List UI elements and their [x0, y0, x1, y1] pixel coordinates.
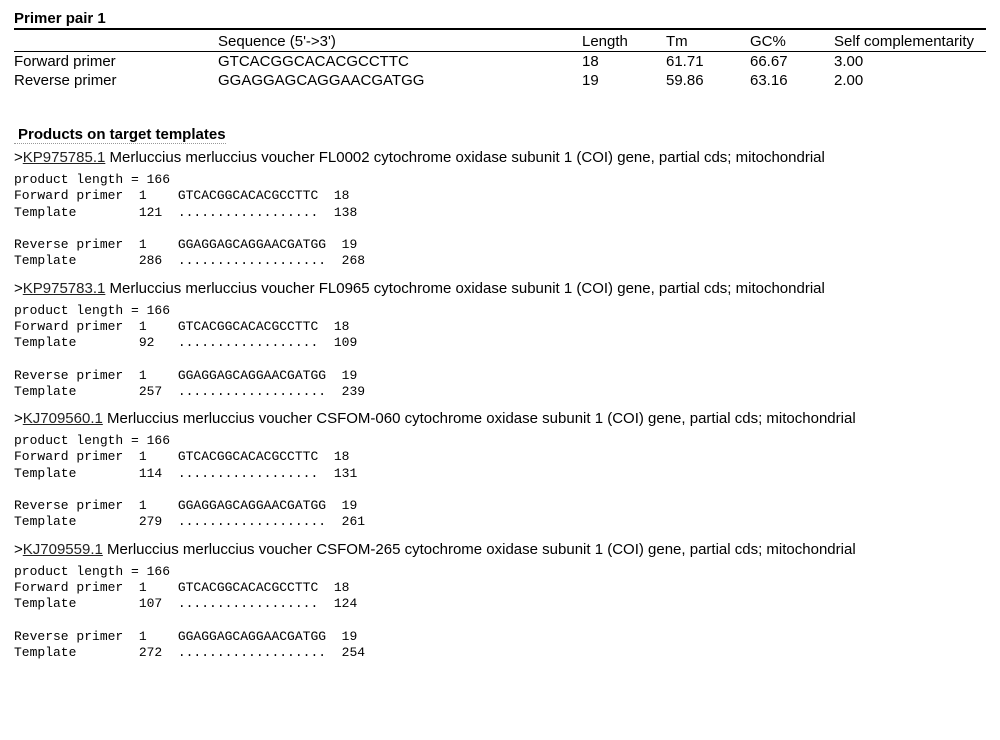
target-header: >KP975783.1 Merluccius merluccius vouche…	[14, 280, 986, 297]
accession-link[interactable]: KJ709559.1	[23, 541, 103, 558]
alignment-block: product length = 166 Forward primer 1 GT…	[14, 172, 986, 270]
forward-primer-len: 18	[582, 52, 666, 72]
alignment-block: product length = 166 Forward primer 1 GT…	[14, 303, 986, 401]
target-header: >KP975785.1 Merluccius merluccius vouche…	[14, 149, 986, 166]
reverse-primer-tm: 59.86	[666, 71, 750, 90]
reverse-primer-len: 19	[582, 71, 666, 90]
table-header-row: Sequence (5'->3') Length Tm GC% Self com…	[14, 32, 986, 52]
col-blank	[14, 32, 218, 52]
reverse-primer-label: Reverse primer	[14, 71, 218, 90]
alignment-block: product length = 166 Forward primer 1 GT…	[14, 564, 986, 662]
col-self: Self complementarity	[834, 32, 986, 52]
col-gc: GC%	[750, 32, 834, 52]
primer-table: Sequence (5'->3') Length Tm GC% Self com…	[14, 32, 986, 90]
target-description: Merluccius merluccius voucher CSFOM-265 …	[107, 541, 856, 558]
forward-primer-self: 3.00	[834, 52, 986, 72]
target-description: Merluccius merluccius voucher FL0002 cyt…	[110, 149, 825, 166]
target-header: >KJ709560.1 Merluccius merluccius vouche…	[14, 410, 986, 427]
col-tm: Tm	[666, 32, 750, 52]
forward-primer-seq: GTCACGGCACACGCCTTC	[218, 52, 582, 72]
reverse-primer-self: 2.00	[834, 71, 986, 90]
accession-link[interactable]: KP975785.1	[23, 149, 106, 166]
accession-link[interactable]: KJ709560.1	[23, 410, 103, 427]
forward-primer-gc: 66.67	[750, 52, 834, 72]
target-description: Merluccius merluccius voucher CSFOM-060 …	[107, 410, 856, 427]
targets-container: >KP975785.1 Merluccius merluccius vouche…	[14, 149, 986, 661]
accession-link[interactable]: KP975783.1	[23, 280, 106, 297]
target-header: >KJ709559.1 Merluccius merluccius vouche…	[14, 541, 986, 558]
reverse-primer-seq: GGAGGAGCAGGAACGATGG	[218, 71, 582, 90]
forward-primer-row: Forward primer GTCACGGCACACGCCTTC 18 61.…	[14, 52, 986, 72]
forward-primer-tm: 61.71	[666, 52, 750, 72]
col-seq: Sequence (5'->3')	[218, 32, 582, 52]
reverse-primer-gc: 63.16	[750, 71, 834, 90]
products-title: Products on target templates	[14, 126, 226, 144]
target-description: Merluccius merluccius voucher FL0965 cyt…	[110, 280, 825, 297]
primer-pair-title: Primer pair 1	[14, 10, 986, 30]
reverse-primer-row: Reverse primer GGAGGAGCAGGAACGATGG 19 59…	[14, 71, 986, 90]
col-len: Length	[582, 32, 666, 52]
forward-primer-label: Forward primer	[14, 52, 218, 72]
alignment-block: product length = 166 Forward primer 1 GT…	[14, 433, 986, 531]
